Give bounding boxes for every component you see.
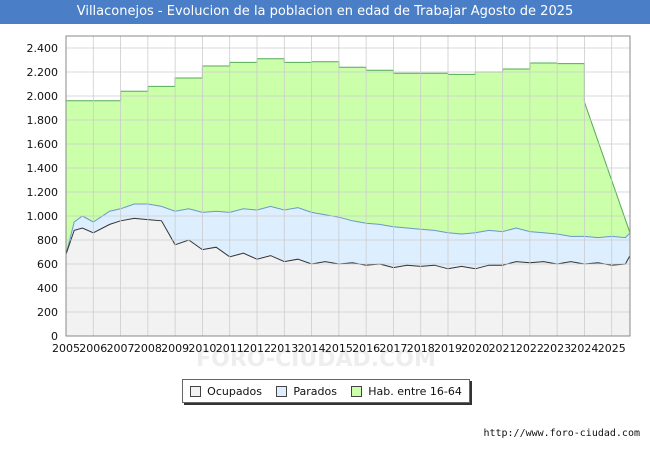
y-tick-label: 1.000	[27, 210, 59, 223]
x-tick-label: 2010	[188, 342, 216, 355]
y-tick-label: 0	[51, 330, 58, 343]
x-tick-label: 2005	[52, 342, 80, 355]
y-tick-label: 800	[37, 234, 58, 247]
x-tick-label: 2007	[107, 342, 135, 355]
y-tick-label: 2.400	[27, 42, 59, 55]
legend-item-ocupados: Ocupados	[190, 385, 262, 398]
legend-swatch-hab	[351, 385, 363, 397]
x-tick-label: 2013	[270, 342, 298, 355]
y-tick-label: 2.000	[27, 90, 59, 103]
footer-url[interactable]: http://www.foro-ciudad.com	[483, 428, 640, 439]
legend-swatch-parados	[276, 385, 288, 397]
x-tick-label: 2011	[216, 342, 244, 355]
legend-item-hab: Hab. entre 16-64	[351, 385, 462, 398]
y-tick-label: 400	[37, 282, 58, 295]
watermark-text: FORO-CIUDAD.COM	[196, 347, 436, 372]
series-area-2	[66, 218, 630, 336]
x-tick-label: 2008	[134, 342, 162, 355]
y-tick-label: 1.600	[27, 138, 59, 151]
x-tick-label: 2016	[352, 342, 380, 355]
x-tick-label: 2020	[461, 342, 489, 355]
x-tick-label: 2021	[489, 342, 517, 355]
legend-label-hab: Hab. entre 16-64	[368, 384, 462, 398]
x-tick-label: 2006	[79, 342, 107, 355]
x-tick-label: 2022	[516, 342, 544, 355]
x-tick-label: 2012	[243, 342, 271, 355]
y-tick-label: 1.200	[27, 186, 59, 199]
series-line-2	[65, 217, 631, 270]
y-tick-label: 1.400	[27, 162, 59, 175]
x-tick-label: 2025	[598, 342, 626, 355]
x-tick-label: 2014	[298, 342, 326, 355]
x-tick-label: 2015	[325, 342, 353, 355]
series-line-1	[65, 203, 631, 255]
x-tick-label: 2019	[434, 342, 462, 355]
legend-label-parados: Parados	[293, 384, 337, 398]
x-tick-label: 2017	[379, 342, 407, 355]
legend-item-parados: Parados	[276, 385, 337, 398]
y-tick-label: 600	[37, 258, 58, 271]
x-tick-label: 2024	[570, 342, 598, 355]
x-tick-label: 2009	[161, 342, 189, 355]
legend-label-ocupados: Ocupados	[207, 384, 263, 398]
legend: Ocupados Parados Hab. entre 16-64	[182, 379, 470, 403]
chart-title: Villaconejos - Evolucion de la poblacion…	[0, 0, 650, 24]
legend-swatch-ocupados	[190, 385, 202, 397]
y-tick-label: 1.800	[27, 114, 59, 127]
plot-frame	[65, 35, 631, 337]
x-tick-label: 2018	[407, 342, 435, 355]
y-tick-label: 2.200	[27, 66, 59, 79]
x-tick-label: 2023	[543, 342, 571, 355]
y-tick-label: 200	[37, 306, 58, 319]
